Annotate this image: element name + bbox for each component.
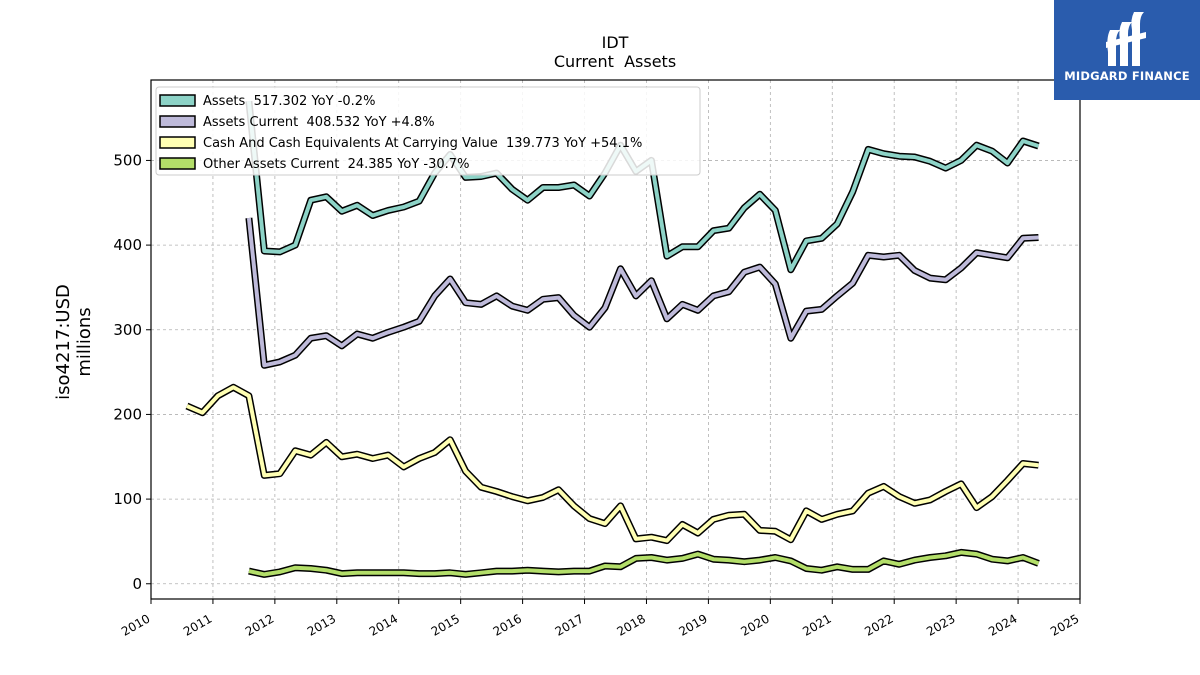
y-tick-label: 400 bbox=[113, 236, 142, 254]
legend-swatch bbox=[159, 115, 196, 128]
x-tick-label: 2020 bbox=[738, 611, 771, 638]
x-tick-label: 2014 bbox=[367, 611, 400, 638]
x-tick-label: 2017 bbox=[553, 611, 586, 638]
x-tick-label: 2016 bbox=[491, 611, 524, 638]
chart-title: IDT bbox=[602, 33, 629, 52]
legend-label: Other Assets Current 24.385 YoY -30.7% bbox=[203, 157, 469, 172]
y-tick-label: 0 bbox=[132, 575, 142, 593]
y-axis-label: iso4217:USD bbox=[53, 284, 74, 400]
y-tick-label: 500 bbox=[113, 151, 142, 169]
x-tick-label: 2011 bbox=[181, 611, 214, 638]
x-tick-label: 2021 bbox=[800, 611, 833, 638]
legend-entry-assets: Assets 517.302 YoY -0.2% bbox=[159, 94, 375, 109]
x-tick-label: 2012 bbox=[243, 611, 276, 638]
series-lines bbox=[185, 100, 1040, 578]
legend-box bbox=[155, 86, 701, 176]
legend: Assets 517.302 YoY -0.2% Assets Current … bbox=[155, 86, 701, 176]
x-tick-label: 2013 bbox=[305, 611, 338, 638]
brand-name: MIDGARD FINANCE bbox=[1064, 69, 1190, 83]
legend-swatch bbox=[159, 157, 196, 170]
plot-frame bbox=[150, 79, 1081, 600]
x-tick-label: 2015 bbox=[429, 611, 462, 638]
y-tick-label: 100 bbox=[113, 490, 142, 508]
chart-subtitle: Current Assets bbox=[554, 52, 676, 71]
brand-logo: MIDGARD FINANCE bbox=[1054, 0, 1200, 100]
x-tick-label: 2022 bbox=[862, 611, 895, 638]
legend-label: Assets 517.302 YoY -0.2% bbox=[203, 94, 375, 109]
y-tick-label: 300 bbox=[113, 321, 142, 339]
legend-entry-other-assets-current: Other Assets Current 24.385 YoY -30.7% bbox=[159, 157, 469, 172]
legend-entry-cash: Cash And Cash Equivalents At Carrying Va… bbox=[159, 136, 642, 151]
midgard-logo-icon bbox=[1106, 12, 1146, 66]
x-tick-label: 2023 bbox=[924, 611, 957, 638]
x-axis: 2010 2011 2012 2013 2014 2015 2016 2017 2018 2019… bbox=[119, 599, 1082, 639]
series-line-other-assets-current bbox=[248, 550, 1040, 577]
legend-swatch bbox=[159, 136, 196, 149]
legend-swatch bbox=[159, 94, 196, 107]
x-tick-label: 2025 bbox=[1048, 611, 1081, 638]
series-outline-assets-current bbox=[245, 217, 1039, 369]
y-tick-label: 200 bbox=[113, 405, 142, 423]
legend-entry-assets-current: Assets Current 408.532 YoY +4.8% bbox=[159, 115, 435, 130]
y-axis-unit-label: millions bbox=[74, 307, 95, 376]
legend-label: Assets Current 408.532 YoY +4.8% bbox=[203, 115, 435, 130]
x-tick-label: 2024 bbox=[986, 611, 1019, 638]
legend-label: Cash And Cash Equivalents At Carrying Va… bbox=[203, 136, 642, 151]
x-tick-label: 2018 bbox=[615, 611, 648, 638]
x-tick-label: 2019 bbox=[676, 611, 709, 638]
series-line-assets-current bbox=[246, 217, 1039, 368]
y-axis: 0 100 200 300 400 500 bbox=[113, 151, 151, 593]
x-tick-label: 2010 bbox=[119, 611, 152, 638]
series-line-cash-and-cash-equivalents-at-carrying-value bbox=[186, 385, 1039, 543]
